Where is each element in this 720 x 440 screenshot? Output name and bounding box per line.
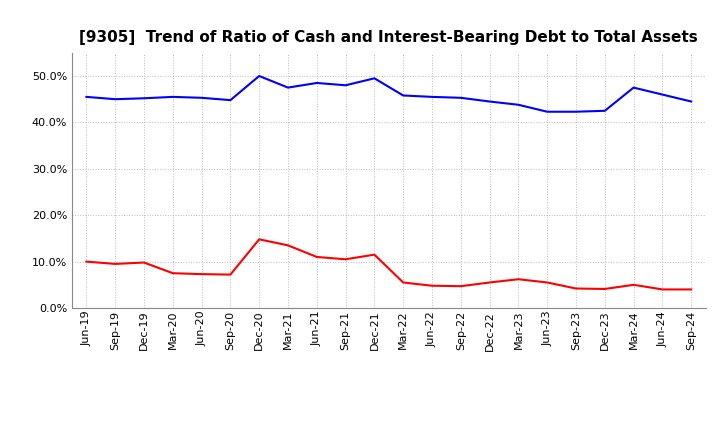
Cash xyxy=(140,260,148,265)
Cash xyxy=(514,277,523,282)
Cash xyxy=(600,286,609,292)
Cash xyxy=(543,280,552,285)
Line: Interest-Bearing Debt: Interest-Bearing Debt xyxy=(86,76,691,112)
Interest-Bearing Debt xyxy=(284,85,292,90)
Cash xyxy=(629,282,638,287)
Cash xyxy=(168,271,177,276)
Cash xyxy=(428,283,436,288)
Interest-Bearing Debt xyxy=(514,102,523,107)
Interest-Bearing Debt xyxy=(197,95,206,100)
Interest-Bearing Debt xyxy=(428,94,436,99)
Interest-Bearing Debt xyxy=(687,99,696,104)
Interest-Bearing Debt xyxy=(456,95,465,100)
Cash xyxy=(197,271,206,277)
Cash xyxy=(111,261,120,267)
Interest-Bearing Debt xyxy=(140,95,148,101)
Cash xyxy=(284,243,292,248)
Cash xyxy=(456,283,465,289)
Title: [9305]  Trend of Ratio of Cash and Interest-Bearing Debt to Total Assets: [9305] Trend of Ratio of Cash and Intere… xyxy=(79,29,698,45)
Interest-Bearing Debt xyxy=(226,98,235,103)
Interest-Bearing Debt xyxy=(341,83,350,88)
Cash xyxy=(255,237,264,242)
Cash xyxy=(399,280,408,285)
Interest-Bearing Debt xyxy=(111,96,120,102)
Interest-Bearing Debt xyxy=(572,109,580,114)
Interest-Bearing Debt xyxy=(312,81,321,86)
Interest-Bearing Debt xyxy=(370,76,379,81)
Interest-Bearing Debt xyxy=(168,94,177,99)
Interest-Bearing Debt xyxy=(399,93,408,98)
Line: Cash: Cash xyxy=(86,239,691,290)
Cash xyxy=(485,280,494,285)
Cash xyxy=(341,257,350,262)
Cash xyxy=(687,287,696,292)
Cash xyxy=(82,259,91,264)
Interest-Bearing Debt xyxy=(658,92,667,97)
Interest-Bearing Debt xyxy=(82,94,91,99)
Cash xyxy=(658,287,667,292)
Cash xyxy=(370,252,379,257)
Cash xyxy=(226,272,235,277)
Interest-Bearing Debt xyxy=(485,99,494,104)
Cash xyxy=(572,286,580,291)
Interest-Bearing Debt xyxy=(600,108,609,114)
Interest-Bearing Debt xyxy=(543,109,552,114)
Interest-Bearing Debt xyxy=(255,73,264,79)
Interest-Bearing Debt xyxy=(629,85,638,90)
Cash xyxy=(312,254,321,260)
